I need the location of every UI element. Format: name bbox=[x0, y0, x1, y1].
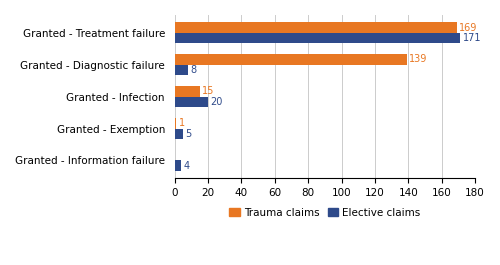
Text: 169: 169 bbox=[460, 23, 477, 33]
Text: 4: 4 bbox=[184, 161, 190, 171]
Text: 171: 171 bbox=[462, 33, 481, 43]
Bar bbox=[174, 65, 188, 75]
Text: 20: 20 bbox=[210, 97, 223, 107]
Bar bbox=[174, 160, 182, 171]
Text: 1: 1 bbox=[179, 118, 185, 128]
Bar bbox=[174, 129, 183, 139]
Text: 15: 15 bbox=[202, 86, 214, 96]
Legend: Trauma claims, Elective claims: Trauma claims, Elective claims bbox=[225, 204, 425, 222]
Bar bbox=[174, 96, 208, 107]
Text: 8: 8 bbox=[190, 65, 196, 75]
Bar bbox=[174, 118, 176, 129]
Text: 139: 139 bbox=[409, 55, 428, 64]
Bar bbox=[174, 54, 406, 65]
Bar bbox=[174, 86, 200, 96]
Bar bbox=[174, 23, 457, 33]
Text: 5: 5 bbox=[186, 129, 192, 139]
Bar bbox=[174, 33, 460, 43]
